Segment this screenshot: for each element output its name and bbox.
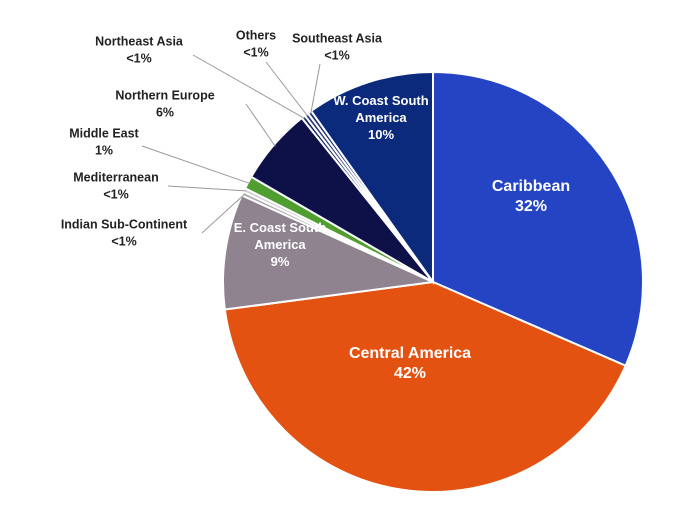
data-label-middle-east: Middle East 1% [69, 127, 139, 158]
data-label-others: Others <1% [236, 29, 276, 60]
leader-line-northern-europe [245, 103, 276, 147]
slice-caribbean [432, 70, 644, 368]
slice-w-coast-south-america [309, 70, 434, 286]
leader-line-mediterranean [167, 185, 247, 192]
data-label-e-coast-south-america: E. Coast South America 9% [234, 220, 327, 269]
data-label-w-coast-south-america: W. Coast South America 10% [333, 93, 428, 142]
slice-labels: Caribbean 32% Central America 42% E. Coast S… [61, 29, 570, 383]
data-label-indian-sub-continent: Indian Sub-Continent <1% [61, 218, 188, 249]
data-label-northeast-asia: Northeast Asia <1% [95, 35, 184, 66]
leader-line-northeast-asia [192, 54, 305, 119]
leader-line-southeast-asia [310, 63, 321, 114]
data-label-central-america: Central America 42% [349, 345, 471, 382]
data-label-mediterranean: Mediterranean <1% [73, 171, 158, 202]
leader-line-middle-east [141, 145, 251, 184]
data-label-southeast-asia: Southeast Asia <1% [292, 32, 383, 63]
pie-slices [222, 70, 644, 493]
data-label-northern-europe: Northern Europe 6% [115, 89, 214, 120]
slice-e-coast-south-america [222, 193, 437, 311]
data-label-caribbean: Caribbean 32% [492, 178, 570, 215]
leader-line-indian-sub-continent [201, 194, 245, 234]
leader-lines [141, 54, 321, 234]
slice-central-america [223, 280, 627, 493]
leader-line-others [265, 61, 309, 117]
